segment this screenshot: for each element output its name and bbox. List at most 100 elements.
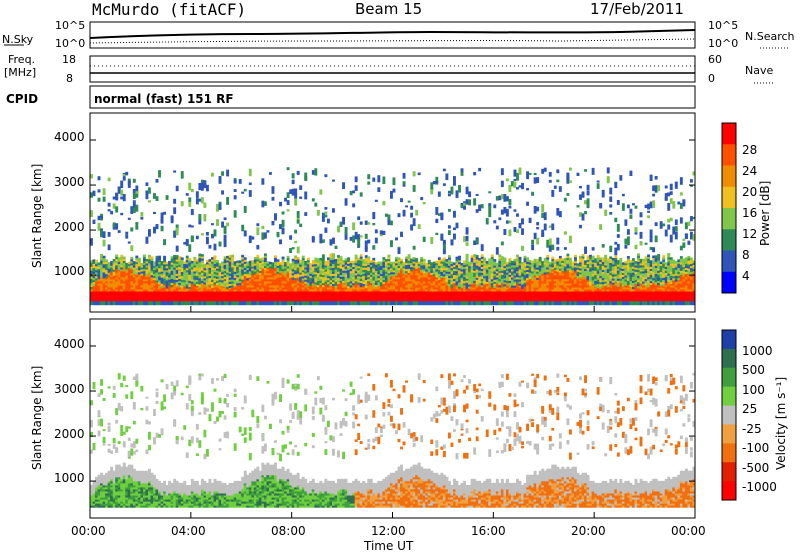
power-cell: [226, 282, 230, 285]
power-cell: [536, 275, 540, 278]
power-cell: [548, 284, 552, 288]
power-cell: [145, 262, 149, 266]
power-cell: [137, 276, 141, 280]
power-cell: [100, 301, 104, 306]
power-cell: [483, 295, 487, 298]
power-cell: [178, 270, 182, 273]
power-cell: [332, 281, 335, 285]
power-cell: [158, 295, 161, 298]
power-cell: [226, 266, 230, 269]
power-cell: [488, 209, 492, 218]
power-cell: [92, 291, 96, 294]
power-cell: [488, 272, 492, 276]
power-cell: [498, 299, 502, 302]
power-cell: [473, 278, 477, 281]
power-cell: [536, 299, 540, 302]
power-cell: [218, 201, 222, 205]
power-cell: [332, 259, 335, 262]
power-cell: [425, 267, 429, 270]
power-cell: [460, 299, 464, 302]
power-cell: [115, 260, 119, 264]
power-cell: [480, 258, 484, 261]
power-cell: [473, 274, 477, 277]
power-cell: [324, 211, 328, 214]
power-cell: [304, 275, 308, 278]
power-cell: [127, 301, 131, 306]
power-cell: [465, 253, 469, 257]
power-cell: [158, 291, 161, 294]
power-cell: [407, 297, 411, 300]
power-cell: [258, 301, 262, 306]
power-cell: [528, 278, 532, 282]
power-cell: [147, 266, 151, 270]
power-cell: [460, 204, 464, 209]
power-cell: [354, 231, 358, 240]
power-cell: [120, 295, 124, 298]
power-cell: [332, 273, 335, 277]
power-cell: [420, 272, 424, 276]
power-cell: [329, 301, 333, 306]
power-cell: [294, 293, 298, 296]
power-cell: [548, 171, 552, 177]
power-cell: [160, 263, 164, 266]
power-cell: [395, 289, 398, 292]
power-cell: [147, 272, 151, 276]
power-cell: [175, 261, 179, 264]
power-cell: [256, 287, 260, 290]
power-cell: [261, 289, 265, 292]
power-cell: [455, 295, 459, 298]
power-cell: [526, 275, 530, 279]
power-cell: [226, 222, 230, 227]
power-cell: [422, 276, 426, 280]
power-cell: [500, 282, 504, 286]
power-cell: [319, 276, 323, 279]
power-cell: [465, 227, 469, 235]
power-cell: [228, 285, 232, 288]
power-cell: [205, 280, 209, 283]
power-cell: [407, 299, 411, 302]
power-cell: [296, 273, 300, 276]
power-cell: [97, 274, 101, 278]
power-cell: [173, 198, 177, 204]
power-cell: [233, 284, 237, 288]
power-cell: [326, 275, 330, 279]
power-cell: [493, 283, 497, 286]
power-cell: [402, 299, 406, 302]
power-cell: [256, 274, 260, 278]
power-cell: [216, 293, 219, 296]
power-cell: [115, 291, 119, 294]
power-cell: [268, 265, 272, 269]
power-cell: [125, 264, 129, 268]
power-cell: [382, 291, 386, 294]
power-cell: [528, 217, 532, 224]
power-cell: [311, 284, 315, 288]
power-cell: [216, 287, 219, 290]
power-cell: [231, 293, 235, 296]
power-cell: [352, 222, 356, 231]
power-cell: [175, 277, 179, 280]
power-cell: [558, 186, 562, 192]
power-cell: [531, 293, 535, 296]
power-cell: [279, 278, 282, 282]
power-cell: [266, 265, 270, 268]
power-cell: [473, 282, 477, 286]
power-cell: [490, 260, 494, 264]
power-cell: [415, 266, 419, 269]
power-cell: [400, 264, 403, 268]
power-cell: [97, 293, 101, 296]
power-cell: [510, 262, 514, 266]
power-cell: [195, 289, 199, 292]
power-cell: [387, 260, 391, 264]
power-cell: [473, 289, 477, 292]
power-cell: [359, 278, 363, 282]
power-cell: [281, 272, 285, 276]
power-cell: [294, 289, 298, 292]
power-cell: [367, 258, 371, 261]
power-cell: [137, 293, 141, 296]
power-cell: [505, 208, 509, 217]
power-cell: [521, 276, 524, 279]
power-cell: [410, 270, 414, 274]
power-cell: [362, 289, 366, 292]
power-cell: [95, 275, 98, 279]
power-cell: [296, 263, 300, 266]
